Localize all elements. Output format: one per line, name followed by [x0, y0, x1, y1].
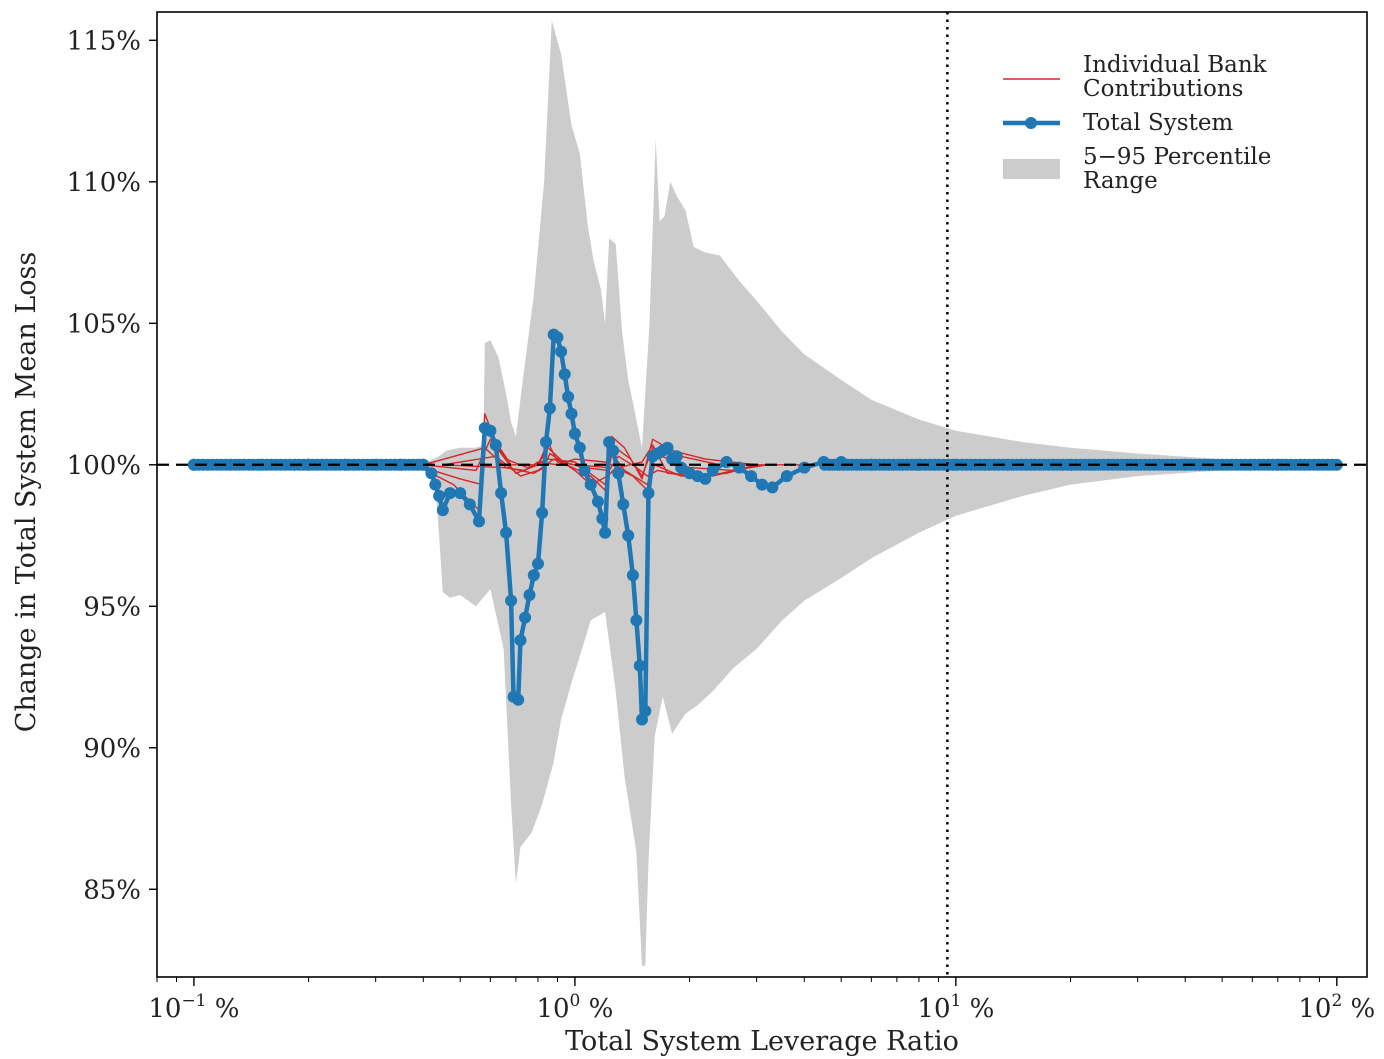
- y-tick-label: 90%: [83, 734, 141, 764]
- total-system-point: [505, 594, 518, 607]
- total-system-point: [780, 470, 793, 483]
- legend-label: Contributions: [1083, 76, 1243, 102]
- total-system-point: [489, 439, 502, 451]
- total-system-point: [562, 390, 575, 403]
- total-system-point: [444, 487, 456, 500]
- total-system-point: [756, 478, 769, 491]
- total-system-point: [798, 461, 811, 474]
- individual-bank-line-4: [423, 447, 757, 491]
- plot-clip-group: [187, 20, 1343, 966]
- total-system-point: [484, 424, 497, 437]
- total-system-point: [733, 461, 746, 474]
- x-tick-label: 10−1 %: [148, 991, 239, 1024]
- total-system-point: [519, 611, 532, 624]
- x-tick-label: 101 %: [917, 991, 994, 1024]
- individual-bank-line-6: [442, 444, 757, 477]
- total-system-point: [592, 495, 604, 508]
- y-axis-title: Change in Total System Mean Loss: [11, 252, 42, 733]
- legend-label: 5−95 Percentile: [1083, 144, 1271, 170]
- total-system-point: [745, 470, 758, 483]
- total-system-point: [416, 458, 429, 471]
- total-system-point: [473, 515, 485, 528]
- total-system-point: [1326, 458, 1339, 471]
- percentile-band: [193, 20, 1337, 966]
- total-system-point: [599, 526, 612, 539]
- total-system-line: [193, 332, 1337, 722]
- legend-swatch-band: [1003, 159, 1060, 179]
- total-system-point: [558, 368, 571, 381]
- total-system-point: [706, 464, 719, 477]
- total-system-point: [630, 614, 643, 627]
- total-system-point: [584, 478, 597, 491]
- total-system-point: [661, 441, 674, 454]
- plot-area: [187, 20, 1343, 966]
- total-system-point: [568, 427, 581, 440]
- total-system-point: [670, 450, 683, 463]
- total-system-point: [495, 487, 508, 500]
- axes-frame: [156, 11, 1368, 978]
- legend-entry-2: Total System: [1003, 110, 1233, 136]
- total-system-point: [523, 589, 536, 601]
- total-system-point: [512, 693, 525, 706]
- total-system-point: [551, 331, 564, 344]
- y-tick-label: 100%: [67, 451, 141, 481]
- total-system-point: [543, 402, 556, 415]
- legend-label: Total System: [1083, 110, 1233, 136]
- total-system-point: [612, 467, 625, 480]
- total-system-point: [565, 407, 578, 420]
- total-system-point: [463, 498, 476, 511]
- total-system-point: [607, 444, 620, 457]
- legend-swatch-total-marker: [1025, 117, 1037, 129]
- total-system-point: [425, 467, 438, 480]
- total-system-point: [527, 569, 540, 582]
- y-tick-label: 85%: [83, 875, 141, 905]
- y-tick-label: 110%: [67, 168, 141, 198]
- legend-label: Individual Bank: [1083, 52, 1268, 78]
- axes: 85% 90% 95% 100% 105% 110% 115% 10−1 % 100 % 101 …: [67, 11, 1375, 1024]
- total-system-point: [596, 512, 609, 525]
- x-axis-title: Total System Leverage Ratio: [565, 1026, 959, 1057]
- total-system-point: [454, 487, 467, 500]
- legend-label: Range: [1083, 168, 1158, 194]
- total-system-point: [633, 659, 646, 672]
- total-system-point: [622, 529, 635, 542]
- reference-lines: [157, 12, 1367, 977]
- total-system-point: [699, 472, 712, 485]
- total-system-point: [500, 526, 513, 539]
- total-system-point: [720, 456, 733, 468]
- total-system-point: [514, 634, 527, 647]
- total-system-point: [617, 498, 630, 511]
- y-tick-label: 95%: [83, 592, 141, 622]
- y-tick-label: 105%: [67, 309, 141, 339]
- total-system-point: [639, 705, 652, 717]
- total-system-point: [573, 441, 586, 454]
- total-system-point: [540, 436, 552, 449]
- total-system-point: [436, 504, 449, 517]
- total-system-point: [429, 478, 442, 491]
- total-system-point: [433, 489, 446, 502]
- total-system-point: [532, 557, 544, 570]
- total-system-point: [626, 569, 639, 582]
- total-system-point: [642, 487, 655, 500]
- total-system-point: [555, 345, 568, 358]
- total-system-point: [578, 464, 591, 477]
- x-tick-label: 102 %: [1298, 991, 1375, 1024]
- total-system-point: [536, 506, 549, 519]
- x-tick-label: 100 %: [536, 991, 613, 1024]
- y-tick-label: 115%: [67, 26, 141, 56]
- total-system-point: [766, 481, 779, 494]
